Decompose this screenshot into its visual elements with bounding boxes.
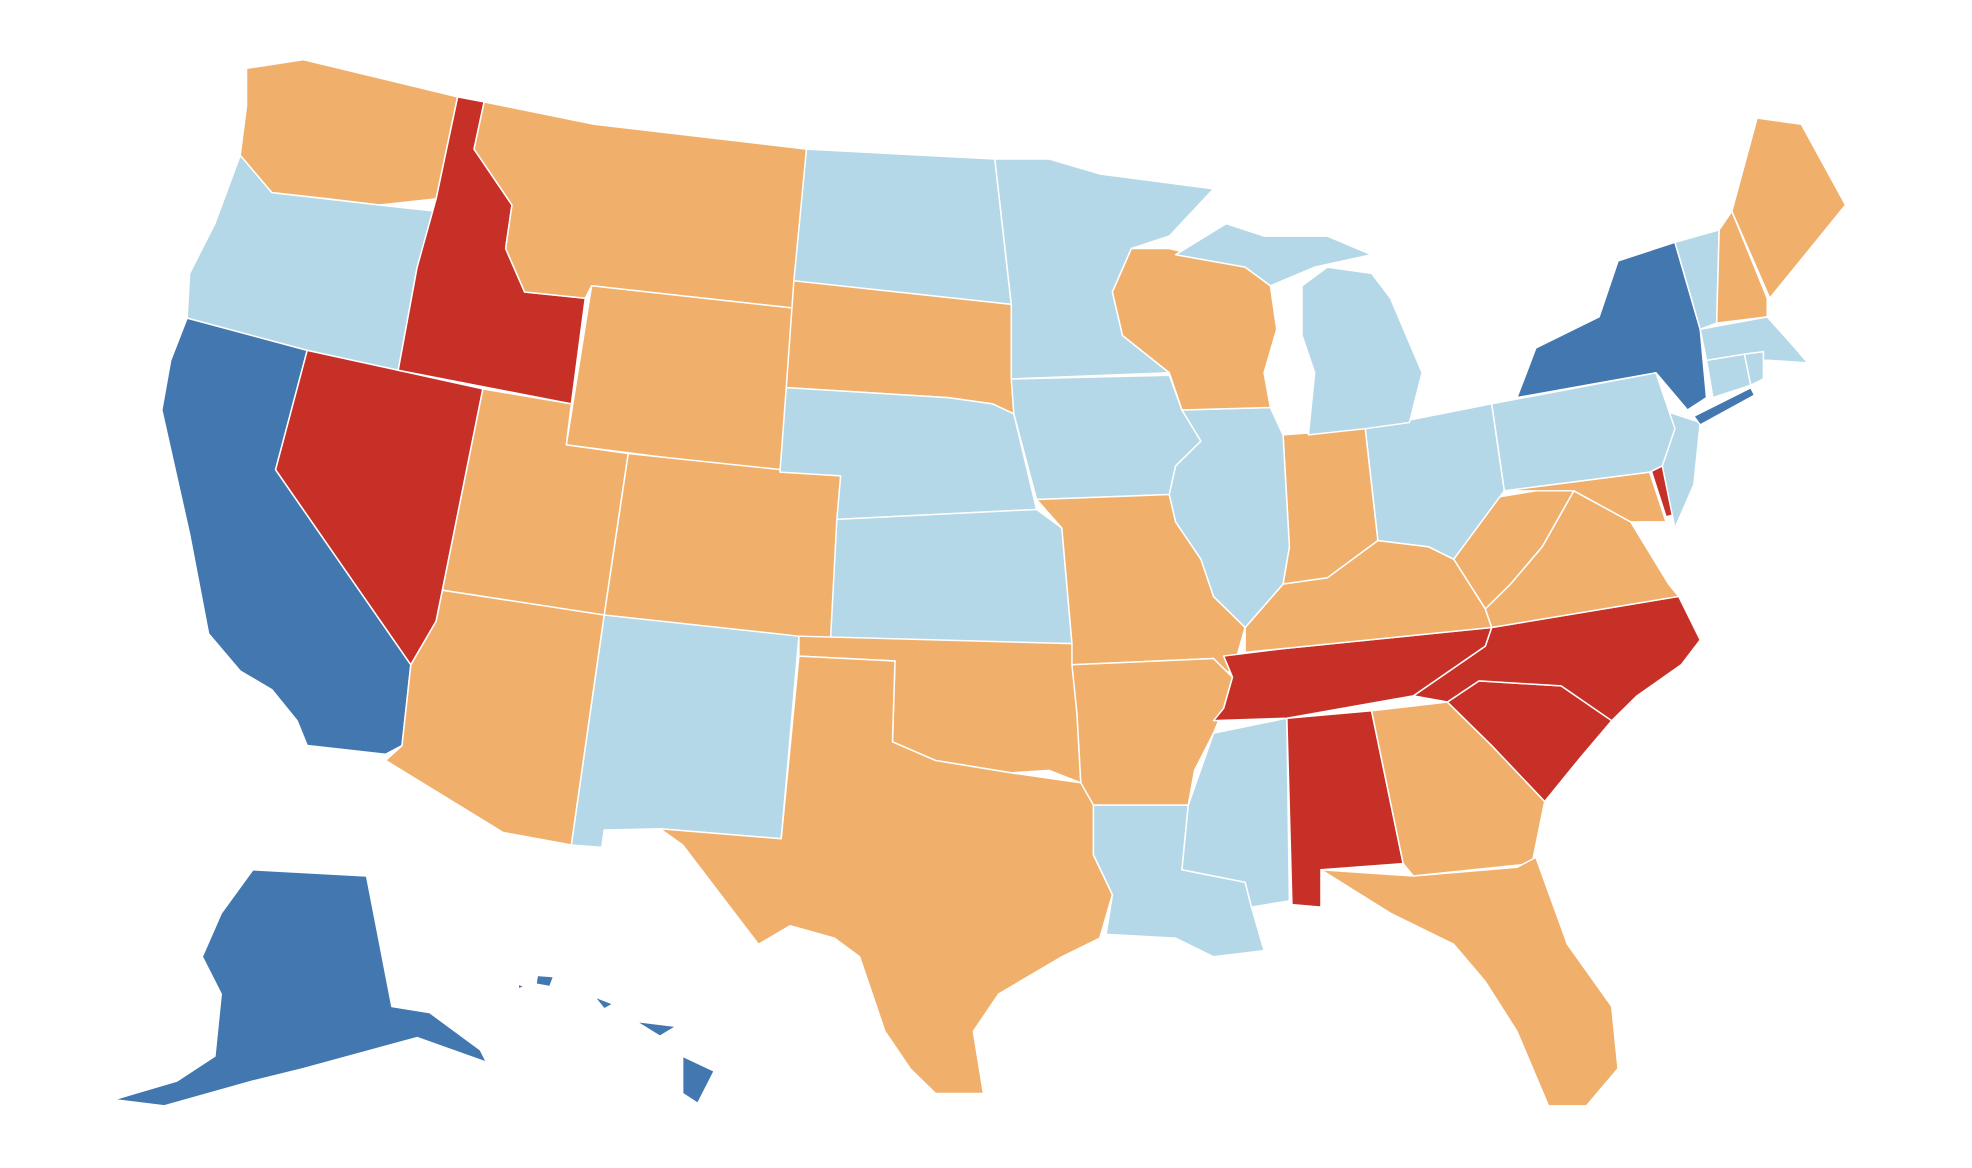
state-ri[interactable]: [1743, 350, 1765, 386]
state-wv[interactable]: [1452, 490, 1575, 610]
state-nd[interactable]: [793, 148, 1013, 306]
state-me[interactable]: [1731, 117, 1847, 299]
state-ak[interactable]: [113, 869, 488, 1107]
state-ks[interactable]: [829, 508, 1073, 645]
state-wa[interactable]: [239, 58, 459, 206]
state-hi[interactable]: [517, 974, 715, 1105]
state-ms[interactable]: [1181, 717, 1291, 908]
state-mi[interactable]: [1174, 222, 1423, 436]
state-fl[interactable]: [1320, 856, 1619, 1107]
state-mt[interactable]: [473, 101, 808, 309]
state-co[interactable]: [603, 452, 842, 641]
state-nm[interactable]: [570, 614, 800, 849]
state-tx[interactable]: [659, 655, 1114, 1095]
state-wy[interactable]: [565, 285, 795, 473]
state-ar[interactable]: [1071, 657, 1234, 806]
state-il[interactable]: [1168, 406, 1291, 629]
state-nh[interactable]: [1715, 210, 1768, 324]
